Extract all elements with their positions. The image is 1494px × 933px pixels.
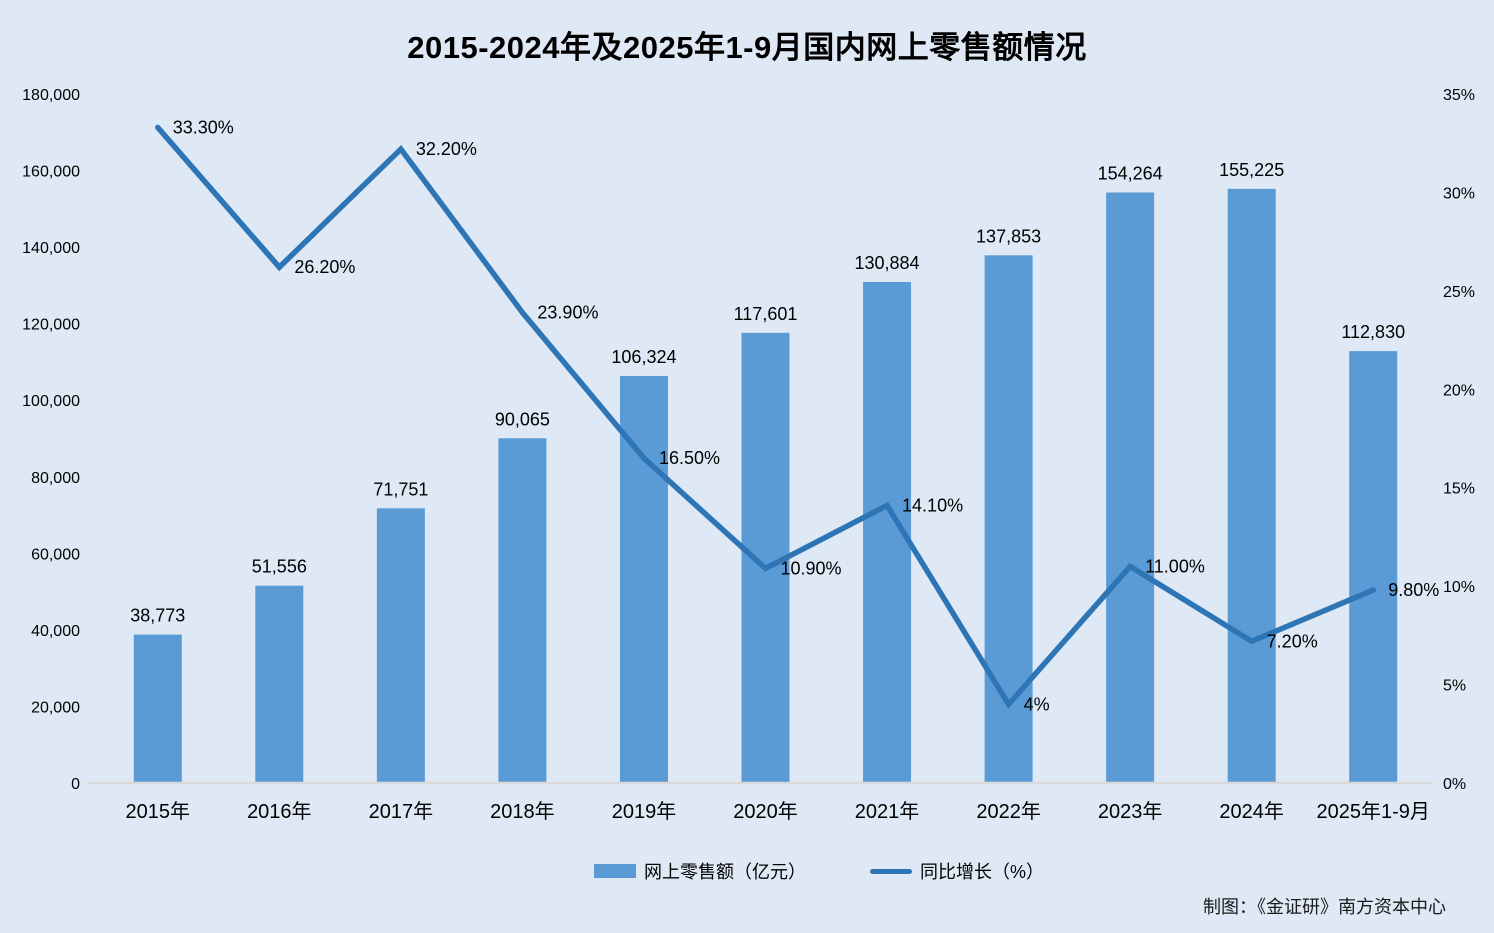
growth-point-label: 26.20%: [294, 257, 355, 277]
bar-value-label: 155,225: [1219, 160, 1284, 180]
x-axis-category-label: 2019年: [612, 800, 677, 823]
bar-series-swatch-icon: [593, 864, 636, 878]
bar-series-legend-label: 网上零售额（亿元）: [643, 862, 806, 882]
growth-point-label: 16.50%: [659, 448, 720, 468]
left-axis-tick-label: 60,000: [31, 546, 80, 563]
legend-item-line-series: 同比增长（%）: [869, 858, 1044, 884]
left-axis-tick-label: 100,000: [22, 393, 80, 410]
bar-value-label: 71,751: [373, 479, 428, 499]
bar-2016年: [255, 585, 304, 783]
left-axis-tick-label: 80,000: [31, 470, 80, 487]
x-axis-category-label: 2022年: [976, 800, 1041, 823]
right-axis-tick-label: 10%: [1443, 579, 1475, 596]
bar-value-label: 38,773: [130, 606, 185, 626]
chart-title: 2015-2024年及2025年1-9月国内网上零售额情况: [407, 30, 1087, 65]
bar-2015年: [133, 634, 182, 783]
growth-line: [155, 124, 1376, 709]
right-axis-tick-label: 30%: [1443, 185, 1475, 202]
growth-point-label: 11.00%: [1145, 556, 1205, 576]
growth-point-label: 33.30%: [173, 117, 234, 137]
bar-value-label: 137,853: [976, 226, 1041, 246]
growth-point-label: 14.10%: [902, 495, 963, 515]
left-axis-tick-label: 140,000: [22, 240, 80, 257]
right-axis-tick-label: 20%: [1443, 382, 1475, 399]
left-axis-tick-label: 180,000: [22, 87, 80, 104]
growth-point-label: 32.20%: [416, 139, 477, 159]
left-axis-tick-label: 160,000: [22, 164, 80, 181]
line-series-swatch-icon: [869, 868, 912, 874]
bar-2017年: [376, 508, 425, 783]
growth-point-label: 23.90%: [537, 303, 598, 323]
legend-item-bar-series: 网上零售额（亿元）: [593, 858, 806, 884]
bar-2025年1-9月: [1349, 351, 1398, 783]
bar-value-label: 154,264: [1098, 164, 1163, 184]
left-axis-tick-label: 20,000: [31, 699, 80, 716]
bar-2024年: [1227, 188, 1276, 783]
right-axis-tick-label: 0%: [1443, 776, 1466, 793]
right-axis-tick-label: 5%: [1443, 678, 1466, 695]
growth-point-label: 9.80%: [1388, 580, 1439, 600]
growth-point-label: 10.90%: [781, 558, 842, 578]
x-axis-category-label: 2017年: [369, 800, 434, 823]
left-axis-tick-label: 0: [71, 776, 80, 793]
left-axis-tick-label: 40,000: [31, 623, 80, 640]
right-axis-tick-label: 25%: [1443, 284, 1475, 301]
bar-2019年: [619, 376, 668, 783]
bar-value-label: 90,065: [495, 409, 550, 429]
x-axis-category-label: 2023年: [1098, 800, 1163, 823]
bar-2018年: [498, 438, 547, 783]
left-axis-tick-label: 120,000: [22, 317, 80, 334]
chart-legend: 网上零售额（亿元） 同比增长（%）: [72, 858, 1494, 884]
combo-chart-canvas: 180,000 160,000 140,000 120,000 100,000 80,00…: [22, 87, 1475, 823]
bar-value-label: 106,324: [611, 347, 676, 367]
x-axis-category-label: 2025年1-9月: [1317, 800, 1430, 823]
x-axis-category-label: 2015年: [126, 800, 191, 823]
x-axis-category-label: 2018年: [490, 800, 555, 823]
growth-point-label: 4%: [1024, 694, 1050, 714]
line-series-legend-label: 同比增长（%）: [919, 862, 1044, 882]
bar-2022年: [984, 255, 1033, 783]
x-axis-category-label: 2021年: [855, 800, 920, 823]
right-axis-tick-label: 35%: [1443, 87, 1475, 104]
bar-2023年: [1106, 192, 1155, 783]
bar-value-label: 51,556: [252, 557, 307, 577]
growth-point-label: 7.20%: [1267, 631, 1318, 651]
x-axis-category-label: 2016年: [247, 800, 312, 823]
right-axis-tick-label: 15%: [1443, 481, 1475, 498]
chart-source-credit: 制图：《金证研》南方资本中心: [1203, 897, 1446, 917]
bar-value-label: 117,601: [734, 304, 798, 324]
x-axis-category-label: 2020年: [733, 800, 798, 823]
bar-value-label: 130,884: [855, 253, 920, 273]
bar-value-label: 112,830: [1341, 322, 1405, 342]
x-axis-category-label: 2024年: [1219, 800, 1284, 823]
